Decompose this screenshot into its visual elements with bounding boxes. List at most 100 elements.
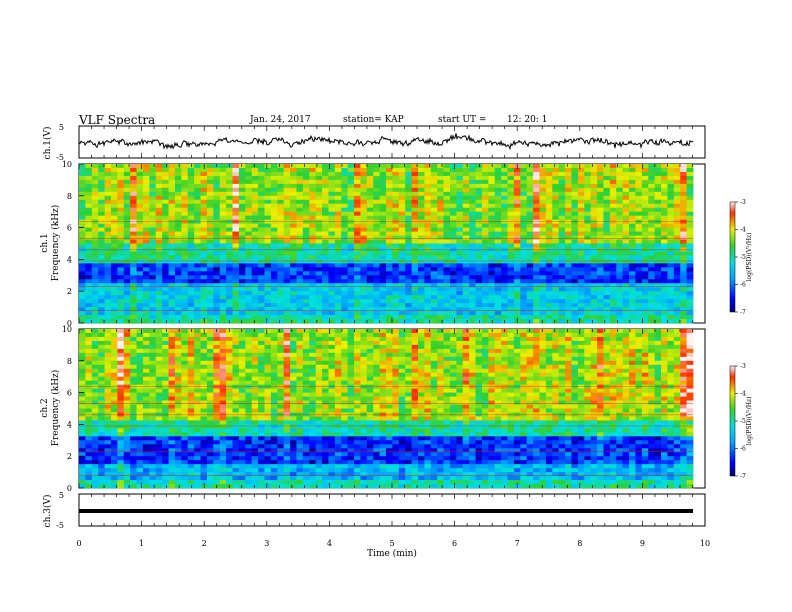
spectrogram-cell [149, 251, 157, 256]
spectrogram-cell [245, 299, 253, 304]
spectrogram-cell [386, 259, 393, 264]
spectrogram-cell [206, 279, 214, 284]
spectrogram-cell [270, 315, 278, 320]
spectrogram-cell [360, 263, 368, 268]
spectrogram-cell [648, 332, 656, 338]
spectrogram-cell [347, 336, 355, 342]
spectrogram-cell [174, 287, 182, 292]
spectrogram-cell [449, 283, 457, 288]
spectrogram-cell [283, 311, 291, 316]
spectrogram-cell [341, 263, 349, 268]
spectrogram-cell [622, 283, 630, 288]
spectrogram-cell [174, 332, 182, 338]
spectrogram-cell [136, 223, 144, 229]
spectrogram-cell [354, 319, 361, 324]
spectrogram-cell [296, 219, 304, 225]
spectrogram-cell [379, 215, 387, 221]
spectrogram-cell [264, 223, 272, 229]
spectrogram-cell [238, 191, 246, 197]
spectrogram-cell [443, 179, 451, 185]
spectrogram-cell [680, 336, 688, 342]
spectrogram-cell [91, 307, 99, 312]
spectrogram-cell [520, 195, 528, 201]
spectrogram-cell [386, 199, 393, 205]
spectrogram-cell [520, 231, 528, 236]
spectrogram-cell [686, 171, 694, 177]
spectrogram-cell [142, 348, 150, 354]
spectrogram-cell [347, 207, 355, 213]
spectrogram-cell [661, 291, 668, 296]
spectrogram-cell [398, 336, 406, 342]
spectrogram-cell [629, 164, 636, 169]
spectrogram-cell [258, 243, 265, 248]
spectrogram-cell [226, 315, 233, 320]
spectrogram-cell [174, 251, 182, 256]
spectrogram-cell [200, 340, 208, 346]
spectrogram-cell [187, 164, 195, 169]
spectrogram-cell [648, 223, 656, 229]
spectrogram-cell [206, 195, 214, 201]
spectrogram-cell [641, 195, 649, 201]
spectrogram-cell [142, 227, 150, 232]
spectrogram-cell [251, 279, 259, 284]
spectrogram-cell [149, 340, 157, 346]
spectrogram-cell [539, 283, 547, 288]
spectrogram-cell [379, 255, 387, 260]
spectrogram-cell [449, 167, 457, 173]
spectrogram-cell [648, 227, 656, 232]
spectrogram-cell [379, 340, 387, 346]
spectrogram-cell [437, 352, 444, 358]
spectrogram-cell [213, 299, 221, 304]
spectrogram-cell [117, 231, 125, 236]
spectrogram-cell [488, 167, 496, 173]
spectrogram-cell [392, 211, 400, 217]
spectrogram-cell [680, 167, 688, 173]
spectrogram-cell [328, 303, 336, 308]
spectrogram-cell [584, 287, 592, 292]
spectrogram-cell [187, 352, 195, 358]
spectrogram-cell [526, 183, 534, 189]
spectrogram-cell [258, 311, 265, 316]
spectrogram-cell [181, 267, 189, 272]
spectrogram-cell [130, 344, 137, 350]
spectrogram-cell [501, 175, 508, 181]
spectrogram-cell [520, 291, 528, 296]
spectrogram-cell [654, 175, 662, 181]
spectrogram-cell [130, 227, 137, 232]
spectrogram-cell [686, 183, 694, 189]
spectrogram-cell [629, 255, 636, 260]
spectrogram-cell [449, 307, 457, 312]
spectrogram-cell [238, 219, 246, 225]
spectrogram-cell [462, 175, 470, 181]
spectrogram-cell [155, 344, 163, 350]
spectrogram-cell [213, 219, 221, 225]
spectrogram-cell [545, 332, 553, 338]
spectrogram-cell [322, 271, 329, 276]
spectrogram-cell [571, 235, 579, 240]
spectrogram-cell [571, 315, 579, 320]
spectrogram-cell [622, 203, 630, 209]
spectrogram-cell [501, 211, 508, 217]
spectrogram-cell [558, 340, 566, 346]
spectrogram-cell [238, 287, 246, 292]
spectrogram-cell [462, 259, 470, 264]
spectrogram-cell [162, 356, 169, 362]
spectrogram-cell [296, 199, 304, 205]
spectrogram-cell [315, 291, 323, 296]
spectrogram-cell [430, 344, 438, 350]
spectrogram-cell [168, 255, 176, 260]
spectrogram-cell [309, 239, 317, 244]
spectrogram-cell [565, 364, 572, 370]
spectrogram-cell [155, 368, 163, 374]
spectrogram-cell [616, 187, 624, 193]
spectrogram-cell [686, 299, 694, 304]
spectrogram-cell [117, 336, 125, 342]
spectrogram-cell [245, 356, 253, 362]
spectrogram-cell [488, 207, 496, 213]
spectrogram-cell [680, 235, 688, 240]
spectrogram-cell [641, 368, 649, 374]
spectrogram-cell [565, 243, 572, 248]
spectrogram-cell [565, 283, 572, 288]
spectrogram-cell [609, 356, 617, 362]
spectrogram-cell [629, 203, 636, 209]
